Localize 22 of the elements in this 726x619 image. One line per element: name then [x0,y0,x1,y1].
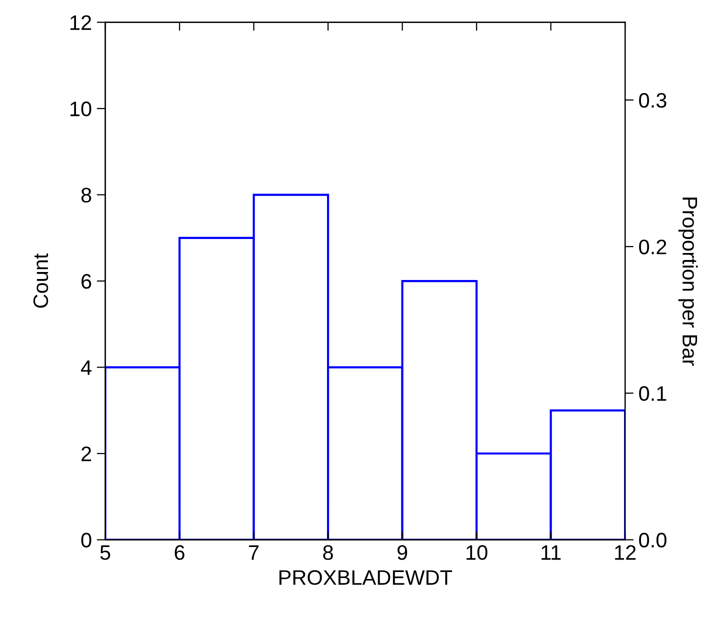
y2-tick-label: 0.0 [639,532,666,548]
y-tick-label: 0 [81,532,92,548]
y-tick-label: 6 [82,274,92,289]
y-tick-label: 8 [81,188,92,203]
x-tick-label: 7 [249,545,259,560]
y2-tick-label: 0.1 [639,386,666,401]
x-tick-label: 9 [397,545,408,560]
y-tick-label: 4 [80,360,92,375]
y-tick-label: 10 [70,102,92,116]
x-tick-label: 11 [542,545,561,560]
x-tick-label: 5 [100,545,110,560]
y2-axis-title: Proportion per Bar [678,198,698,366]
x-tick-label: 10 [466,545,488,560]
x-axis-title: PROXBLADEWDT [279,570,452,585]
x-tick-label: 8 [323,545,333,560]
x-tick-label: 12 [615,545,636,560]
x-tick-label: 6 [174,545,184,560]
y-tick-label: 12 [70,15,92,30]
y2-tick-label: 0.2 [639,240,666,254]
y-axis-title: Count [33,253,48,308]
y-tick-label: 2 [82,446,92,462]
y2-tick-label: 0.3 [639,92,666,108]
